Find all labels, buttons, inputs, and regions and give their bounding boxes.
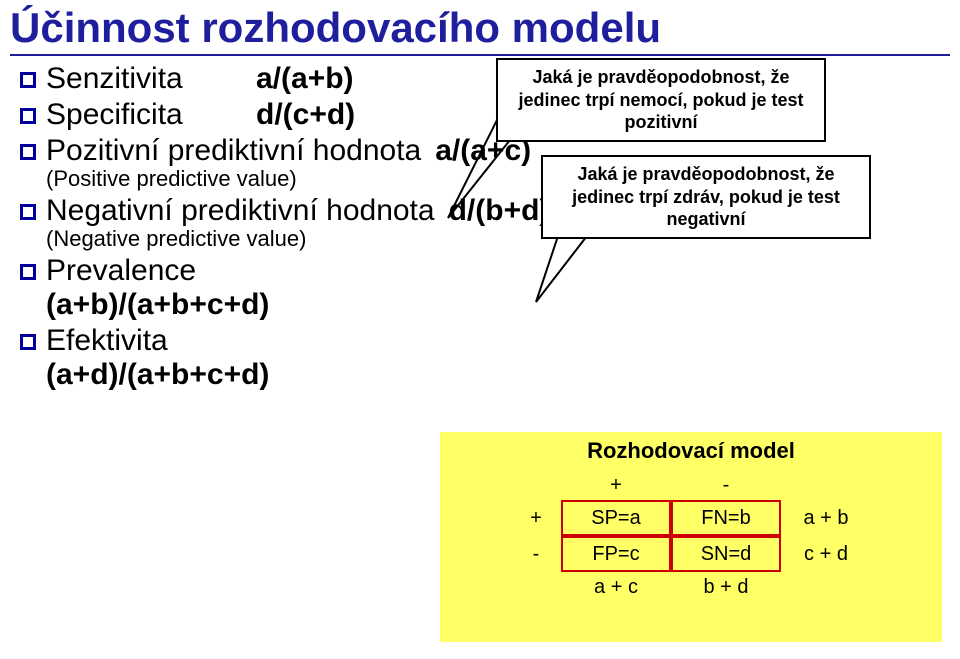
table-grid: + - + SP=a FN=b a + b - FP=c SN=d c + d … <box>450 470 932 602</box>
prevalence-formula: (a+b)/(a+b+c+d) <box>46 288 950 322</box>
efektivita-label: Efektivita <box>46 324 168 358</box>
bullet-icon <box>20 144 36 160</box>
cell-b: FN=b <box>671 500 781 536</box>
row-header-plus: + <box>511 507 561 530</box>
senzitivita-formula: a/(a+b) <box>256 62 354 96</box>
title-underline <box>10 54 950 56</box>
callout-positive: Jaká je pravděopodobnost, že jedinec trp… <box>496 58 826 142</box>
prevalence-label: Prevalence <box>46 254 196 288</box>
specificita-formula: d/(c+d) <box>256 98 355 132</box>
bullet-icon <box>20 334 36 350</box>
item-prevalence: Prevalence <box>20 254 950 288</box>
col-header-plus: + <box>561 474 671 497</box>
bullet-icon <box>20 264 36 280</box>
senzitivita-label: Senzitivita <box>46 62 256 96</box>
ppv-label: Pozitivní prediktivní hodnota <box>46 134 421 168</box>
bullet-icon <box>20 108 36 124</box>
cell-a: SP=a <box>561 500 671 536</box>
specificita-label: Specificita <box>46 98 256 132</box>
decision-table: Rozhodovací model + - + SP=a FN=b a + b … <box>440 432 942 642</box>
cell-c: FP=c <box>561 536 671 572</box>
row-sum-2: c + d <box>781 543 871 566</box>
item-efektivita: Efektivita <box>20 324 950 358</box>
bullet-icon <box>20 204 36 220</box>
row-sum-1: a + b <box>781 507 871 530</box>
row-header-minus: - <box>511 543 561 566</box>
col-sum-2: b + d <box>671 576 781 599</box>
bullet-icon <box>20 72 36 88</box>
efektivita-formula: (a+d)/(a+b+c+d) <box>46 358 950 392</box>
cell-d: SN=d <box>671 536 781 572</box>
table-title: Rozhodovací model <box>450 438 932 464</box>
col-header-minus: - <box>671 474 781 497</box>
callout-negative: Jaká je pravděopodobnost, že jedinec trp… <box>541 155 871 239</box>
npv-label: Negativní prediktivní hodnota <box>46 194 435 228</box>
col-sum-1: a + c <box>561 576 671 599</box>
npv-formula: d/(b+d) <box>449 194 550 228</box>
page-title: Účinnost rozhodovacího modelu <box>0 0 960 52</box>
